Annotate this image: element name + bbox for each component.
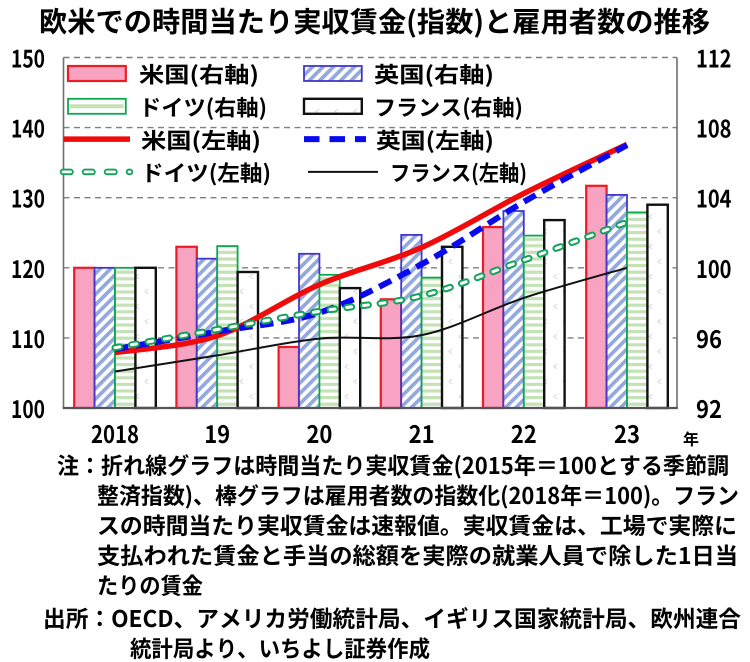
svg-text:110: 110 bbox=[11, 320, 45, 355]
svg-text:米国(右軸): 米国(右軸) bbox=[139, 58, 259, 90]
svg-text:ドイツ(右軸): ドイツ(右軸) bbox=[139, 91, 267, 123]
svg-text:米国(左軸): 米国(左軸) bbox=[141, 123, 261, 155]
svg-text:年: 年 bbox=[683, 426, 699, 450]
svg-text:120: 120 bbox=[11, 250, 45, 285]
svg-text:112: 112 bbox=[696, 40, 732, 75]
svg-text:出所：OECD、アメリカ労働統計局、イギリス国家統計局、欧州: 出所：OECD、アメリカ労働統計局、イギリス国家統計局、欧州連合 bbox=[43, 600, 741, 634]
svg-text:92: 92 bbox=[696, 390, 722, 425]
svg-text:96: 96 bbox=[696, 320, 722, 355]
svg-text:21: 21 bbox=[409, 415, 435, 450]
svg-text:19: 19 bbox=[204, 415, 230, 450]
svg-text:100: 100 bbox=[11, 390, 45, 425]
svg-text:23: 23 bbox=[614, 415, 640, 450]
svg-text:注：折れ線グラフは時間当たり実収賃金(2015年＝100とす: 注：折れ線グラフは時間当たり実収賃金(2015年＝100とする季節調 bbox=[57, 447, 729, 481]
svg-text:英国(左軸): 英国(左軸) bbox=[376, 123, 494, 155]
svg-text:英国(右軸): 英国(右軸) bbox=[374, 58, 494, 90]
svg-text:2018: 2018 bbox=[91, 415, 139, 450]
svg-text:22: 22 bbox=[511, 415, 537, 450]
svg-text:欧米での時間当たり実収賃金(指数)と雇用者数の推移: 欧米での時間当たり実収賃金(指数)と雇用者数の推移 bbox=[39, 0, 710, 41]
svg-text:統計局より、いちよし証券作成: 統計局より、いちよし証券作成 bbox=[130, 630, 430, 662]
svg-text:フランス(左軸): フランス(左軸) bbox=[390, 156, 527, 188]
svg-text:フランス(右軸): フランス(右軸) bbox=[374, 91, 523, 123]
svg-text:104: 104 bbox=[696, 180, 732, 215]
svg-text:150: 150 bbox=[11, 40, 45, 75]
svg-text:108: 108 bbox=[696, 110, 732, 145]
svg-text:130: 130 bbox=[11, 180, 45, 215]
svg-text:140: 140 bbox=[11, 110, 45, 145]
svg-text:20: 20 bbox=[306, 415, 332, 450]
svg-text:たりの賃金: たりの賃金 bbox=[97, 567, 203, 601]
svg-text:100: 100 bbox=[696, 250, 732, 285]
svg-text:ドイツ(左軸): ドイツ(左軸) bbox=[141, 156, 271, 188]
svg-text:スの時間当たり実収賃金は速報値。実収賃金は、工場で実際に: スの時間当たり実収賃金は速報値。実収賃金は、工場で実際に bbox=[97, 507, 737, 541]
svg-text:整済指数)、棒グラフは雇用者数の指数化(2018年＝100): 整済指数)、棒グラフは雇用者数の指数化(2018年＝100)。フラン bbox=[97, 477, 739, 511]
svg-text:支払われた賃金と手当の総額を実際の就業人員で除した1日当: 支払われた賃金と手当の総額を実際の就業人員で除した1日当 bbox=[97, 537, 738, 571]
